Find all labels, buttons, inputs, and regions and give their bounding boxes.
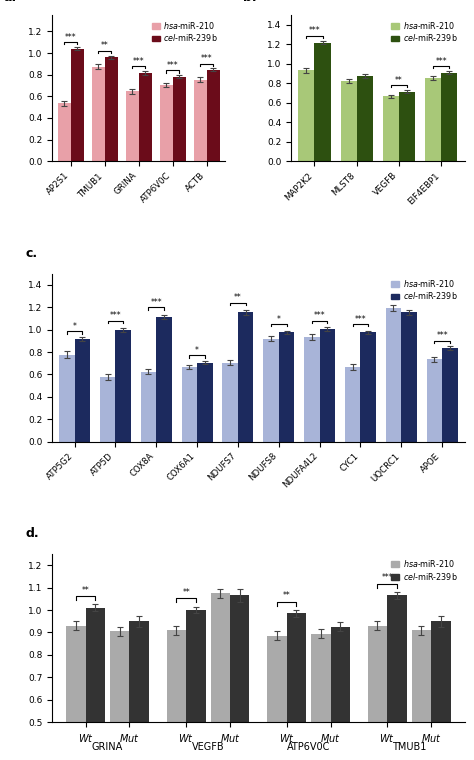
Text: **: ** bbox=[82, 586, 90, 595]
Bar bbox=[126, 91, 139, 161]
Bar bbox=[425, 78, 441, 161]
Legend: $hsa$-miR-210, $cel$-miR-239b: $hsa$-miR-210, $cel$-miR-239b bbox=[388, 555, 461, 584]
Bar bbox=[238, 312, 254, 442]
Text: **: ** bbox=[101, 41, 109, 50]
Text: GRINA: GRINA bbox=[92, 743, 123, 752]
Bar bbox=[156, 317, 172, 442]
Text: ***: *** bbox=[382, 574, 393, 582]
Text: ***: *** bbox=[133, 56, 145, 65]
Text: **: ** bbox=[283, 591, 291, 600]
Bar bbox=[330, 627, 350, 760]
Text: ***: *** bbox=[167, 61, 179, 70]
Bar bbox=[368, 625, 387, 760]
Text: ***: *** bbox=[436, 331, 448, 340]
Bar bbox=[197, 363, 213, 442]
Text: VEGFB: VEGFB bbox=[192, 743, 224, 752]
Text: ATP6V0C: ATP6V0C bbox=[287, 743, 330, 752]
Bar bbox=[173, 77, 186, 161]
Bar bbox=[105, 58, 118, 161]
Text: ***: *** bbox=[314, 311, 325, 320]
Bar bbox=[100, 377, 116, 442]
Bar bbox=[66, 625, 86, 760]
Bar bbox=[182, 367, 197, 442]
Text: ***: *** bbox=[150, 298, 162, 307]
Bar bbox=[399, 92, 415, 161]
Bar bbox=[110, 632, 129, 760]
Bar bbox=[387, 596, 407, 760]
Text: ***: *** bbox=[201, 54, 212, 63]
Bar bbox=[267, 636, 287, 760]
Bar bbox=[141, 372, 156, 442]
Bar bbox=[71, 49, 84, 161]
Bar bbox=[314, 43, 330, 161]
Text: c.: c. bbox=[25, 247, 37, 260]
Bar bbox=[207, 70, 219, 161]
Bar bbox=[222, 363, 238, 442]
Bar bbox=[383, 97, 399, 161]
Bar bbox=[341, 81, 357, 161]
Bar bbox=[311, 634, 330, 760]
Text: **: ** bbox=[234, 293, 242, 302]
Text: ***: *** bbox=[355, 315, 366, 324]
Bar bbox=[442, 348, 457, 442]
Bar bbox=[210, 594, 230, 760]
Bar bbox=[427, 359, 442, 442]
Text: b.: b. bbox=[243, 0, 256, 4]
Text: ***: *** bbox=[309, 26, 320, 35]
Bar bbox=[357, 76, 373, 161]
Bar bbox=[287, 613, 306, 760]
Bar bbox=[411, 630, 431, 760]
Bar bbox=[186, 610, 206, 760]
Bar bbox=[299, 70, 314, 161]
Text: d.: d. bbox=[25, 527, 39, 540]
Bar bbox=[279, 332, 294, 442]
Bar bbox=[86, 608, 105, 760]
Text: *: * bbox=[277, 315, 281, 324]
Bar bbox=[431, 621, 450, 760]
Bar bbox=[441, 73, 457, 161]
Bar bbox=[360, 332, 376, 442]
Bar bbox=[304, 337, 319, 442]
Bar bbox=[345, 367, 360, 442]
Bar bbox=[194, 80, 207, 161]
Text: ***: *** bbox=[109, 311, 121, 320]
Bar bbox=[401, 312, 417, 442]
Bar bbox=[230, 596, 249, 760]
Text: *: * bbox=[195, 346, 199, 355]
Legend: $hsa$-miR-210, $cel$-miR-239b: $hsa$-miR-210, $cel$-miR-239b bbox=[388, 274, 461, 305]
Bar bbox=[160, 85, 173, 161]
Bar bbox=[129, 621, 149, 760]
Bar bbox=[319, 329, 335, 442]
Text: ***: *** bbox=[65, 33, 77, 42]
Bar bbox=[59, 355, 74, 442]
Bar bbox=[58, 103, 71, 161]
Bar bbox=[139, 73, 152, 161]
Legend: $hsa$-miR-210, $cel$-miR-239b: $hsa$-miR-210, $cel$-miR-239b bbox=[388, 16, 461, 46]
Text: ***: *** bbox=[436, 57, 447, 66]
Bar bbox=[386, 308, 401, 442]
Text: **: ** bbox=[182, 588, 190, 597]
Text: **: ** bbox=[395, 76, 403, 85]
Bar bbox=[74, 339, 90, 442]
Bar bbox=[116, 330, 131, 442]
Text: TMUB1: TMUB1 bbox=[392, 743, 426, 752]
Text: *: * bbox=[73, 321, 76, 331]
Legend: $hsa$-miR-210, $cel$-miR-239b: $hsa$-miR-210, $cel$-miR-239b bbox=[149, 16, 221, 46]
Bar bbox=[167, 630, 186, 760]
Text: a.: a. bbox=[4, 0, 17, 4]
Bar bbox=[263, 339, 279, 442]
Bar bbox=[92, 67, 105, 161]
